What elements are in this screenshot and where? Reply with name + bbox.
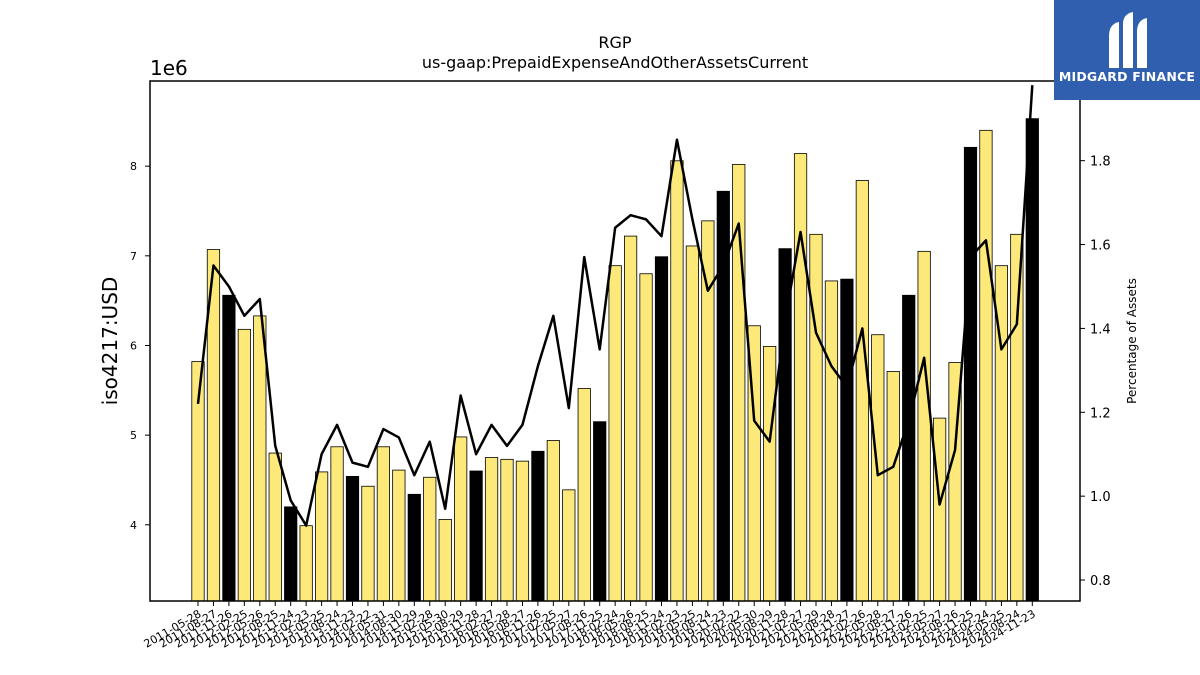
- bar-quarter: [268, 452, 282, 602]
- bar-quarter: [639, 273, 653, 602]
- bar-quarter: [484, 457, 499, 602]
- bar-fiscal-year-end: [963, 146, 978, 602]
- bar-fiscal-year-end: [469, 470, 483, 602]
- bar-quarter: [701, 220, 715, 602]
- bar-fiscal-year-end: [407, 493, 421, 602]
- chart-title: RGP: [598, 33, 632, 52]
- y-axis-label: iso4217:USD: [98, 277, 122, 406]
- bar-fiscal-year-end: [593, 421, 607, 602]
- line-group: [196, 85, 1034, 527]
- y2-axis-label: Percentage of Assets: [1125, 278, 1139, 404]
- y-tick-label: 7: [130, 250, 137, 263]
- bar-fiscal-year-end: [531, 450, 545, 602]
- bar-quarter: [562, 489, 576, 602]
- y-ticks: 4 5 6 7 8: [130, 160, 150, 532]
- x-ticks: 2011-05-282011-08-272011-11-262012-02-25…: [142, 601, 1038, 651]
- bar-quarter: [330, 446, 344, 602]
- bars-group: [191, 118, 1039, 602]
- y-tick-label: 4: [130, 519, 137, 532]
- bar-fiscal-year-end: [1025, 118, 1039, 602]
- chart-subtitle: us-gaap:PrepaidExpenseAndOtherAssetsCurr…: [422, 53, 808, 72]
- bar-quarter: [886, 371, 900, 602]
- y2-tick-label: 1.4: [1090, 322, 1111, 337]
- bar-quarter: [624, 235, 638, 602]
- y2-tick-label: 1.2: [1090, 406, 1111, 421]
- bar-quarter: [979, 129, 993, 602]
- midgard-finance-logo: MIDGARD FINANCE: [1054, 0, 1200, 100]
- bar-quarter: [299, 525, 313, 602]
- bar-quarter: [763, 345, 777, 602]
- bar-quarter: [314, 471, 329, 602]
- bar-quarter: [500, 458, 514, 602]
- y-tick-label: 8: [130, 160, 137, 173]
- bar-fiscal-year-end: [284, 506, 298, 602]
- y-offset-label: 1e6: [150, 56, 188, 80]
- bar-quarter: [1010, 233, 1024, 602]
- logo-mark-icon: [1109, 12, 1147, 68]
- bar-quarter: [824, 280, 839, 602]
- bar-fiscal-year-end: [222, 294, 236, 602]
- bar-quarter: [577, 388, 591, 602]
- percentage-line: [196, 85, 1034, 527]
- bar-quarter: [793, 153, 808, 602]
- bar-quarter: [423, 476, 437, 602]
- bar-quarter: [855, 180, 869, 602]
- y-tick-label: 5: [130, 429, 137, 442]
- bar-quarter: [917, 250, 931, 602]
- y2-tick-label: 1.0: [1090, 490, 1111, 505]
- bar-quarter: [515, 460, 530, 602]
- y2-tick-label: 1.8: [1090, 155, 1111, 170]
- bar-fiscal-year-end: [840, 278, 854, 602]
- y-tick-label: 6: [130, 339, 137, 352]
- bar-fiscal-year-end: [345, 475, 360, 602]
- bar-quarter: [454, 436, 468, 602]
- bar-quarter: [608, 265, 622, 602]
- bar-quarter: [670, 160, 684, 602]
- bar-quarter: [933, 417, 947, 602]
- bar-quarter: [685, 245, 700, 602]
- bar-quarter: [376, 446, 391, 602]
- bar-fiscal-year-end: [654, 256, 669, 602]
- bar-quarter: [392, 469, 406, 602]
- bar-quarter: [253, 315, 267, 602]
- bar-quarter: [237, 328, 251, 602]
- bar-quarter: [361, 485, 375, 602]
- y2-ticks: 0.8 1.0 1.2 1.4 1.6 1.8: [1080, 155, 1111, 589]
- y2-tick-label: 0.8: [1090, 574, 1111, 589]
- y2-tick-label: 1.6: [1090, 239, 1111, 254]
- bar-quarter: [546, 440, 560, 602]
- bar-quarter: [809, 233, 823, 602]
- bar-quarter: [438, 519, 452, 602]
- logo-text: MIDGARD FINANCE: [1058, 69, 1196, 84]
- bar-fiscal-year-end: [902, 294, 916, 602]
